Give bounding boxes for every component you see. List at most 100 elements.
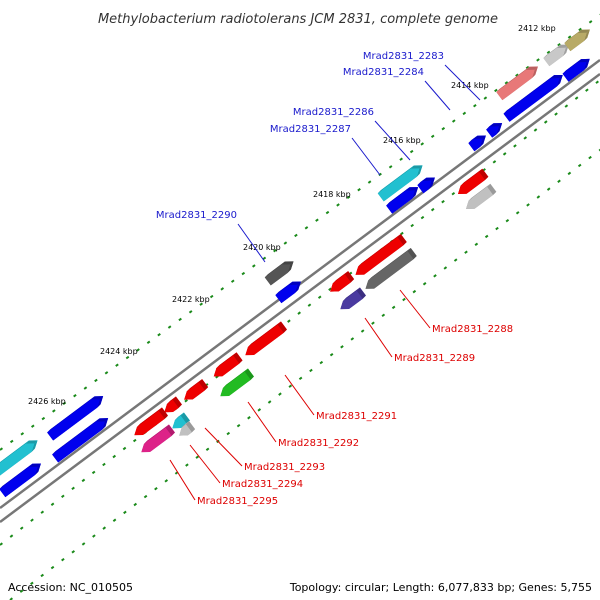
gene-forward-side xyxy=(562,44,569,57)
gene-reverse-side xyxy=(407,247,417,260)
gene-reverse-side xyxy=(247,321,281,347)
gene-label-forward: Mrad2831_2283 xyxy=(363,51,444,62)
tick-mark-far xyxy=(71,550,76,554)
gene-forward xyxy=(0,463,41,498)
tick-mark-far xyxy=(402,297,406,302)
gene-forward-side xyxy=(550,74,563,79)
tick-mark-inner xyxy=(102,462,106,467)
gene-forward-side xyxy=(503,75,555,114)
gene-forward-side xyxy=(52,418,100,455)
gene-forward-face xyxy=(543,47,566,67)
gene-forward xyxy=(47,396,104,441)
tick-mark-inner xyxy=(50,502,55,506)
gene-forward-side xyxy=(386,187,410,206)
tick-mark-outer xyxy=(220,287,225,291)
gene-forward xyxy=(543,44,569,67)
gene-forward-side xyxy=(562,59,582,74)
gene-forward-side xyxy=(423,177,435,181)
tick-label-kbp: 2422 kbp xyxy=(172,295,210,304)
tick-mark-inner xyxy=(523,136,528,140)
tick-label-kbp: 2416 kbp xyxy=(383,136,421,145)
tick-label-kbp: 2412 kbp xyxy=(518,24,556,33)
gene-forward-face xyxy=(496,69,535,101)
tick-mark-inner xyxy=(307,303,312,307)
gene-reverse xyxy=(141,424,175,453)
gene-forward-side xyxy=(97,396,104,408)
gene-forward-side xyxy=(496,66,530,93)
gene-forward-face xyxy=(52,421,105,463)
gene-reverse-side xyxy=(216,352,237,369)
gene-forward-face xyxy=(417,180,432,194)
tick-mark-far xyxy=(226,431,231,436)
genome-summary-text: Topology: circular; Length: 6,077,833 bp… xyxy=(289,581,592,594)
tick-mark-inner xyxy=(410,223,414,228)
tick-mark-inner xyxy=(71,486,75,491)
label-leader-line xyxy=(424,80,451,111)
gene-reverse-side xyxy=(136,407,162,427)
tick-mark-outer xyxy=(125,355,130,360)
tick-mark-outer xyxy=(157,332,161,337)
tick-mark-inner xyxy=(441,199,445,204)
tick-mark-inner xyxy=(554,112,558,116)
gene-forward-side xyxy=(96,418,109,422)
gene-forward-face xyxy=(503,78,560,122)
tick-mark-far xyxy=(92,534,96,538)
label-leader-line xyxy=(247,401,277,443)
tick-mark-inner xyxy=(492,160,497,164)
tick-mark-outer xyxy=(525,65,530,70)
tick-mark-outer xyxy=(567,35,572,39)
tick-mark-far xyxy=(205,447,210,452)
tick-mark-far xyxy=(19,589,24,593)
tick-mark-outer xyxy=(146,340,151,344)
tick-mark-outer xyxy=(515,73,519,77)
gene-label-reverse: Mrad2831_2295 xyxy=(197,496,278,507)
tick-mark-outer xyxy=(209,294,214,299)
gene-forward-side xyxy=(377,165,414,194)
tick-label-kbp: 2424 kbp xyxy=(100,347,138,356)
tick-mark-inner xyxy=(513,144,517,148)
gene-forward xyxy=(377,165,423,202)
tick-mark-far xyxy=(505,218,510,223)
gene-forward-side xyxy=(287,261,294,273)
accession-text: Accession: NC_010505 xyxy=(8,581,134,594)
gene-reverse-side xyxy=(180,412,190,424)
gene-label-forward: Mrad2831_2286 xyxy=(293,107,374,118)
gene-reverse-face xyxy=(164,399,179,413)
gene-forward-side xyxy=(0,440,29,463)
label-leader-line xyxy=(189,444,221,484)
label-leader-line xyxy=(284,374,315,416)
backbone-line xyxy=(0,72,600,524)
gene-forward-side xyxy=(25,440,38,444)
gene-reverse-side xyxy=(356,287,366,299)
gene-forward-face xyxy=(264,264,291,286)
tick-mark-far xyxy=(557,179,561,183)
gene-forward-face xyxy=(468,138,483,152)
tick-mark-inner xyxy=(502,152,507,156)
gene-forward-side xyxy=(102,418,109,430)
tick-mark-far xyxy=(164,479,169,483)
gene-label-forward: Mrad2831_2287 xyxy=(270,124,351,135)
gene-forward-side xyxy=(275,281,293,296)
gene-label-reverse: Mrad2831_2288 xyxy=(432,324,513,335)
gene-forward-side xyxy=(289,281,301,286)
gene-reverse xyxy=(365,247,417,289)
tick-mark-inner xyxy=(40,510,45,514)
gene-reverse-face xyxy=(179,424,192,436)
gene-reverse-side xyxy=(479,168,489,181)
label-leader-line xyxy=(364,317,393,358)
tick-mark-outer xyxy=(199,302,203,306)
tick-mark-outer xyxy=(262,256,267,261)
gene-reverse-side xyxy=(397,233,407,246)
tick-mark-far xyxy=(278,392,282,396)
tick-mark-outer xyxy=(178,317,182,322)
gene-label-forward: Mrad2831_2284 xyxy=(343,67,424,78)
tick-mark-outer xyxy=(315,218,319,222)
gene-forward-side xyxy=(47,396,95,433)
tick-mark-outer xyxy=(536,58,540,62)
gene-forward-side xyxy=(0,463,33,489)
gene-forward xyxy=(503,74,563,122)
gene-forward-face xyxy=(47,399,100,441)
tick-mark-outer xyxy=(283,241,288,245)
tick-mark-far xyxy=(30,581,34,586)
